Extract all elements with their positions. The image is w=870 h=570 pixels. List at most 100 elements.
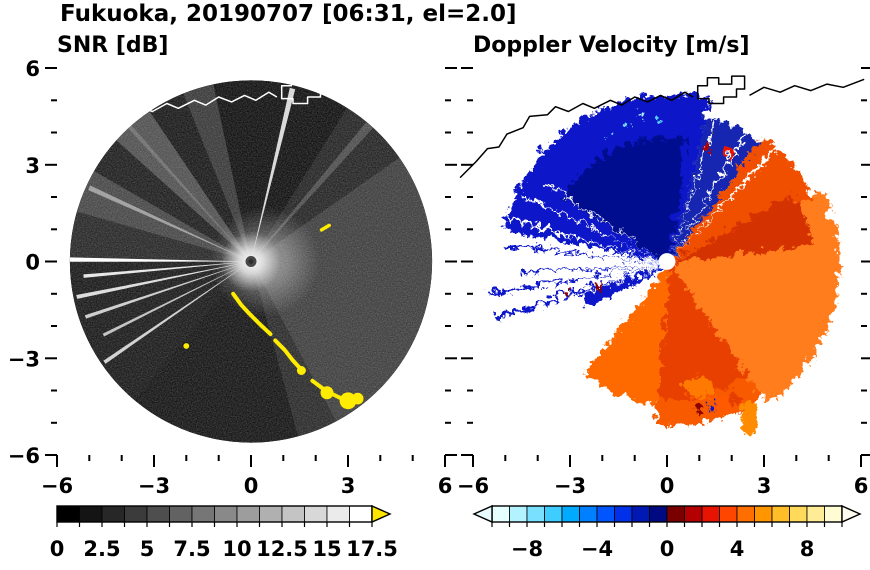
snr-yellow-blob <box>183 343 190 349</box>
velocity-speck <box>692 131 700 140</box>
coastline-path <box>696 75 746 105</box>
velocity-speck <box>652 115 659 121</box>
velocity-sector <box>667 114 757 262</box>
velocity-speck <box>702 142 709 149</box>
velocity-speck <box>592 280 600 288</box>
velocity-speck <box>709 126 716 133</box>
velocity-navy-ray <box>484 261 667 293</box>
x-tick-label: −6 <box>41 474 73 498</box>
y-tick-label: 3 <box>25 154 40 178</box>
velocity-speck <box>620 118 627 125</box>
x-tick-label: 0 <box>660 474 675 498</box>
axis-ticks <box>461 67 870 467</box>
colorbar-segment <box>79 505 103 523</box>
coastline-path <box>749 78 865 97</box>
yellow-arc-segment <box>273 338 304 372</box>
colorbar-segment <box>824 505 843 523</box>
colorbar-label: 5 <box>140 537 155 561</box>
velocity-gap-sliver <box>667 123 748 262</box>
snr-yellow-blob <box>320 386 334 400</box>
colorbar-segment <box>684 505 703 523</box>
colorbar-segment <box>349 505 373 523</box>
colorbar-label: 4 <box>730 537 745 561</box>
coastline-velocity <box>459 75 865 179</box>
colorbar-label: 7.5 <box>173 537 210 561</box>
x-tick-label: −3 <box>554 474 586 498</box>
colorbar-segment <box>259 505 283 523</box>
x-tick-label: 3 <box>341 474 356 498</box>
colorbar-segment <box>789 505 808 523</box>
velocity-gap-sliver <box>541 179 667 262</box>
colorbar-segment <box>806 505 825 523</box>
colorbar-segment <box>579 505 598 523</box>
colorbar-label: 8 <box>800 537 815 561</box>
snr-yellow-blob <box>296 366 306 375</box>
radar-site-dot <box>658 253 676 270</box>
snr-yellow-dash <box>319 223 331 232</box>
snr-yellow-blob <box>351 392 364 405</box>
colorbar-segment <box>509 505 528 523</box>
velocity-gap-sliver <box>667 140 777 262</box>
velocity-navy-ray <box>515 261 667 271</box>
colorbar-over-arrow <box>371 504 392 524</box>
velocity-speck <box>563 287 570 294</box>
x-tick-label: 3 <box>757 474 772 498</box>
velocity-speck <box>721 148 730 156</box>
colorbar-segment <box>326 505 350 523</box>
axis-labels: −6−6 −3 −3 0 0 3 3 6 6 <box>8 57 453 498</box>
colorbar-segment <box>754 505 773 523</box>
colorbar-segment <box>666 505 685 523</box>
velocity-sector <box>655 261 745 398</box>
coastline-snr <box>43 75 449 179</box>
velocity-sector <box>667 190 808 262</box>
colorbar-segment <box>596 505 615 523</box>
colorbar-label: −4 <box>581 537 613 561</box>
coastline-path <box>333 78 449 97</box>
colorbar-segment <box>236 505 260 523</box>
colorbar-segment <box>169 505 193 523</box>
velocity-speck <box>691 403 698 410</box>
velocity-panel <box>484 91 837 431</box>
colorbar-segment <box>771 505 790 523</box>
x-tick-label: −3 <box>138 474 170 498</box>
colorbar-segment <box>614 505 633 523</box>
colorbar-segment <box>214 505 238 523</box>
velocity-speck <box>636 110 643 116</box>
velocity-colorbar: −8 −4 0 4 8 <box>472 504 862 561</box>
axis-labels: −6 −3 0 3 6 <box>457 474 868 498</box>
velocity-speck <box>606 130 612 135</box>
velocity-speck <box>705 401 713 409</box>
snr-panel <box>69 80 433 443</box>
coastline-path <box>280 75 330 105</box>
coastline-path <box>459 91 694 179</box>
figure-title: Fukuoka, 20190707 [06:31, el=2.0] <box>60 1 517 27</box>
snr-center-dot-core <box>248 259 254 264</box>
colorbar-segment <box>281 505 305 523</box>
colorbar-over-arrow <box>841 504 862 524</box>
velocity-speck <box>738 161 745 168</box>
velocity-detached-echo <box>725 392 739 402</box>
velocity-sector <box>578 261 667 306</box>
velocity-gap-sliver <box>519 192 667 262</box>
colorbar-label: 17.5 <box>346 537 398 561</box>
velocity-detached-echo <box>736 398 756 431</box>
colorbar-segment <box>649 505 668 523</box>
colorbar-under-arrow <box>472 504 493 524</box>
colorbar-label: 0 <box>50 537 65 561</box>
colorbar-label: 0 <box>660 537 675 561</box>
colorbar-label: 2.5 <box>83 537 120 561</box>
yellow-arc-segment <box>231 291 273 337</box>
colorbar-label: −8 <box>511 537 543 561</box>
colorbar-segment <box>544 505 563 523</box>
y-tick-label: −3 <box>8 347 40 371</box>
colorbar-segment <box>491 505 510 523</box>
velocity-detached-echo <box>681 373 714 395</box>
velocity-navy-ray <box>503 241 667 262</box>
colorbar-segment <box>146 505 170 523</box>
colorbar-segment <box>526 505 545 523</box>
colorbar-segment <box>631 505 650 523</box>
snr-yellow-blob <box>339 392 357 410</box>
x-tick-label: 6 <box>438 474 453 498</box>
velocity-sector <box>560 135 685 262</box>
